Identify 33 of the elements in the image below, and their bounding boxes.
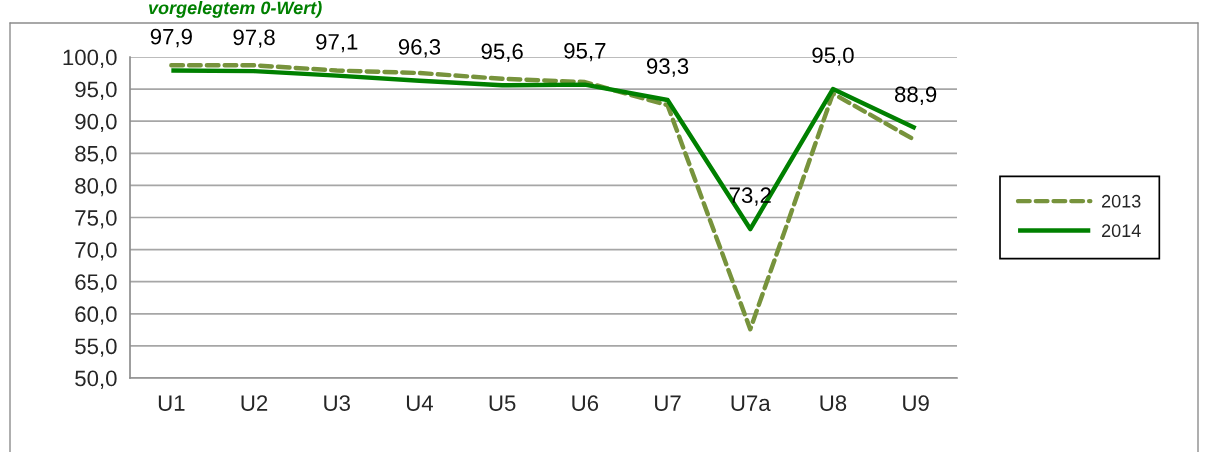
x-tick-label: U7a: [731, 395, 771, 411]
data-label: 97,1: [316, 33, 358, 53]
data-label: 96,3: [398, 39, 441, 58]
x-tick-label: U6: [572, 395, 599, 411]
data-label: 97,9: [150, 28, 192, 48]
y-tick-label: 80,0: [75, 177, 117, 197]
legend-label: 2013: [1102, 194, 1141, 208]
data-label: 95,0: [812, 47, 854, 66]
x-tick-label: U4: [406, 395, 433, 411]
x-tick-label: U1: [158, 395, 185, 411]
legend-label: 2014: [1102, 224, 1141, 238]
y-tick-label: 70,0: [75, 242, 117, 261]
x-tick-label: U3: [324, 395, 350, 411]
y-tick-label: 75,0: [75, 210, 117, 229]
data-label: 95,6: [481, 43, 523, 62]
y-tick-label: 100,0: [63, 49, 117, 68]
x-tick-label: U5: [489, 395, 516, 411]
data-label: 95,7: [564, 42, 606, 62]
x-tick-label: U8: [820, 395, 847, 411]
chart-title: vorgelegtem 0-Wert): [148, 1, 322, 18]
data-label: 93,3: [646, 58, 689, 77]
data-label: 88,9: [894, 86, 937, 105]
y-tick-label: 50,0: [75, 370, 117, 389]
y-tick-label: 65,0: [75, 274, 117, 293]
x-tick-label: U9: [903, 395, 929, 411]
x-tick-label: U7: [655, 395, 681, 411]
x-tick-label: U2: [241, 395, 268, 411]
data-label: 97,8: [233, 29, 275, 48]
y-tick-label: 60,0: [75, 306, 117, 325]
y-tick-label: 90,0: [75, 113, 117, 133]
y-tick-label: 85,0: [75, 145, 117, 165]
y-tick-label: 55,0: [75, 338, 117, 357]
y-tick-label: 95,0: [75, 81, 117, 100]
